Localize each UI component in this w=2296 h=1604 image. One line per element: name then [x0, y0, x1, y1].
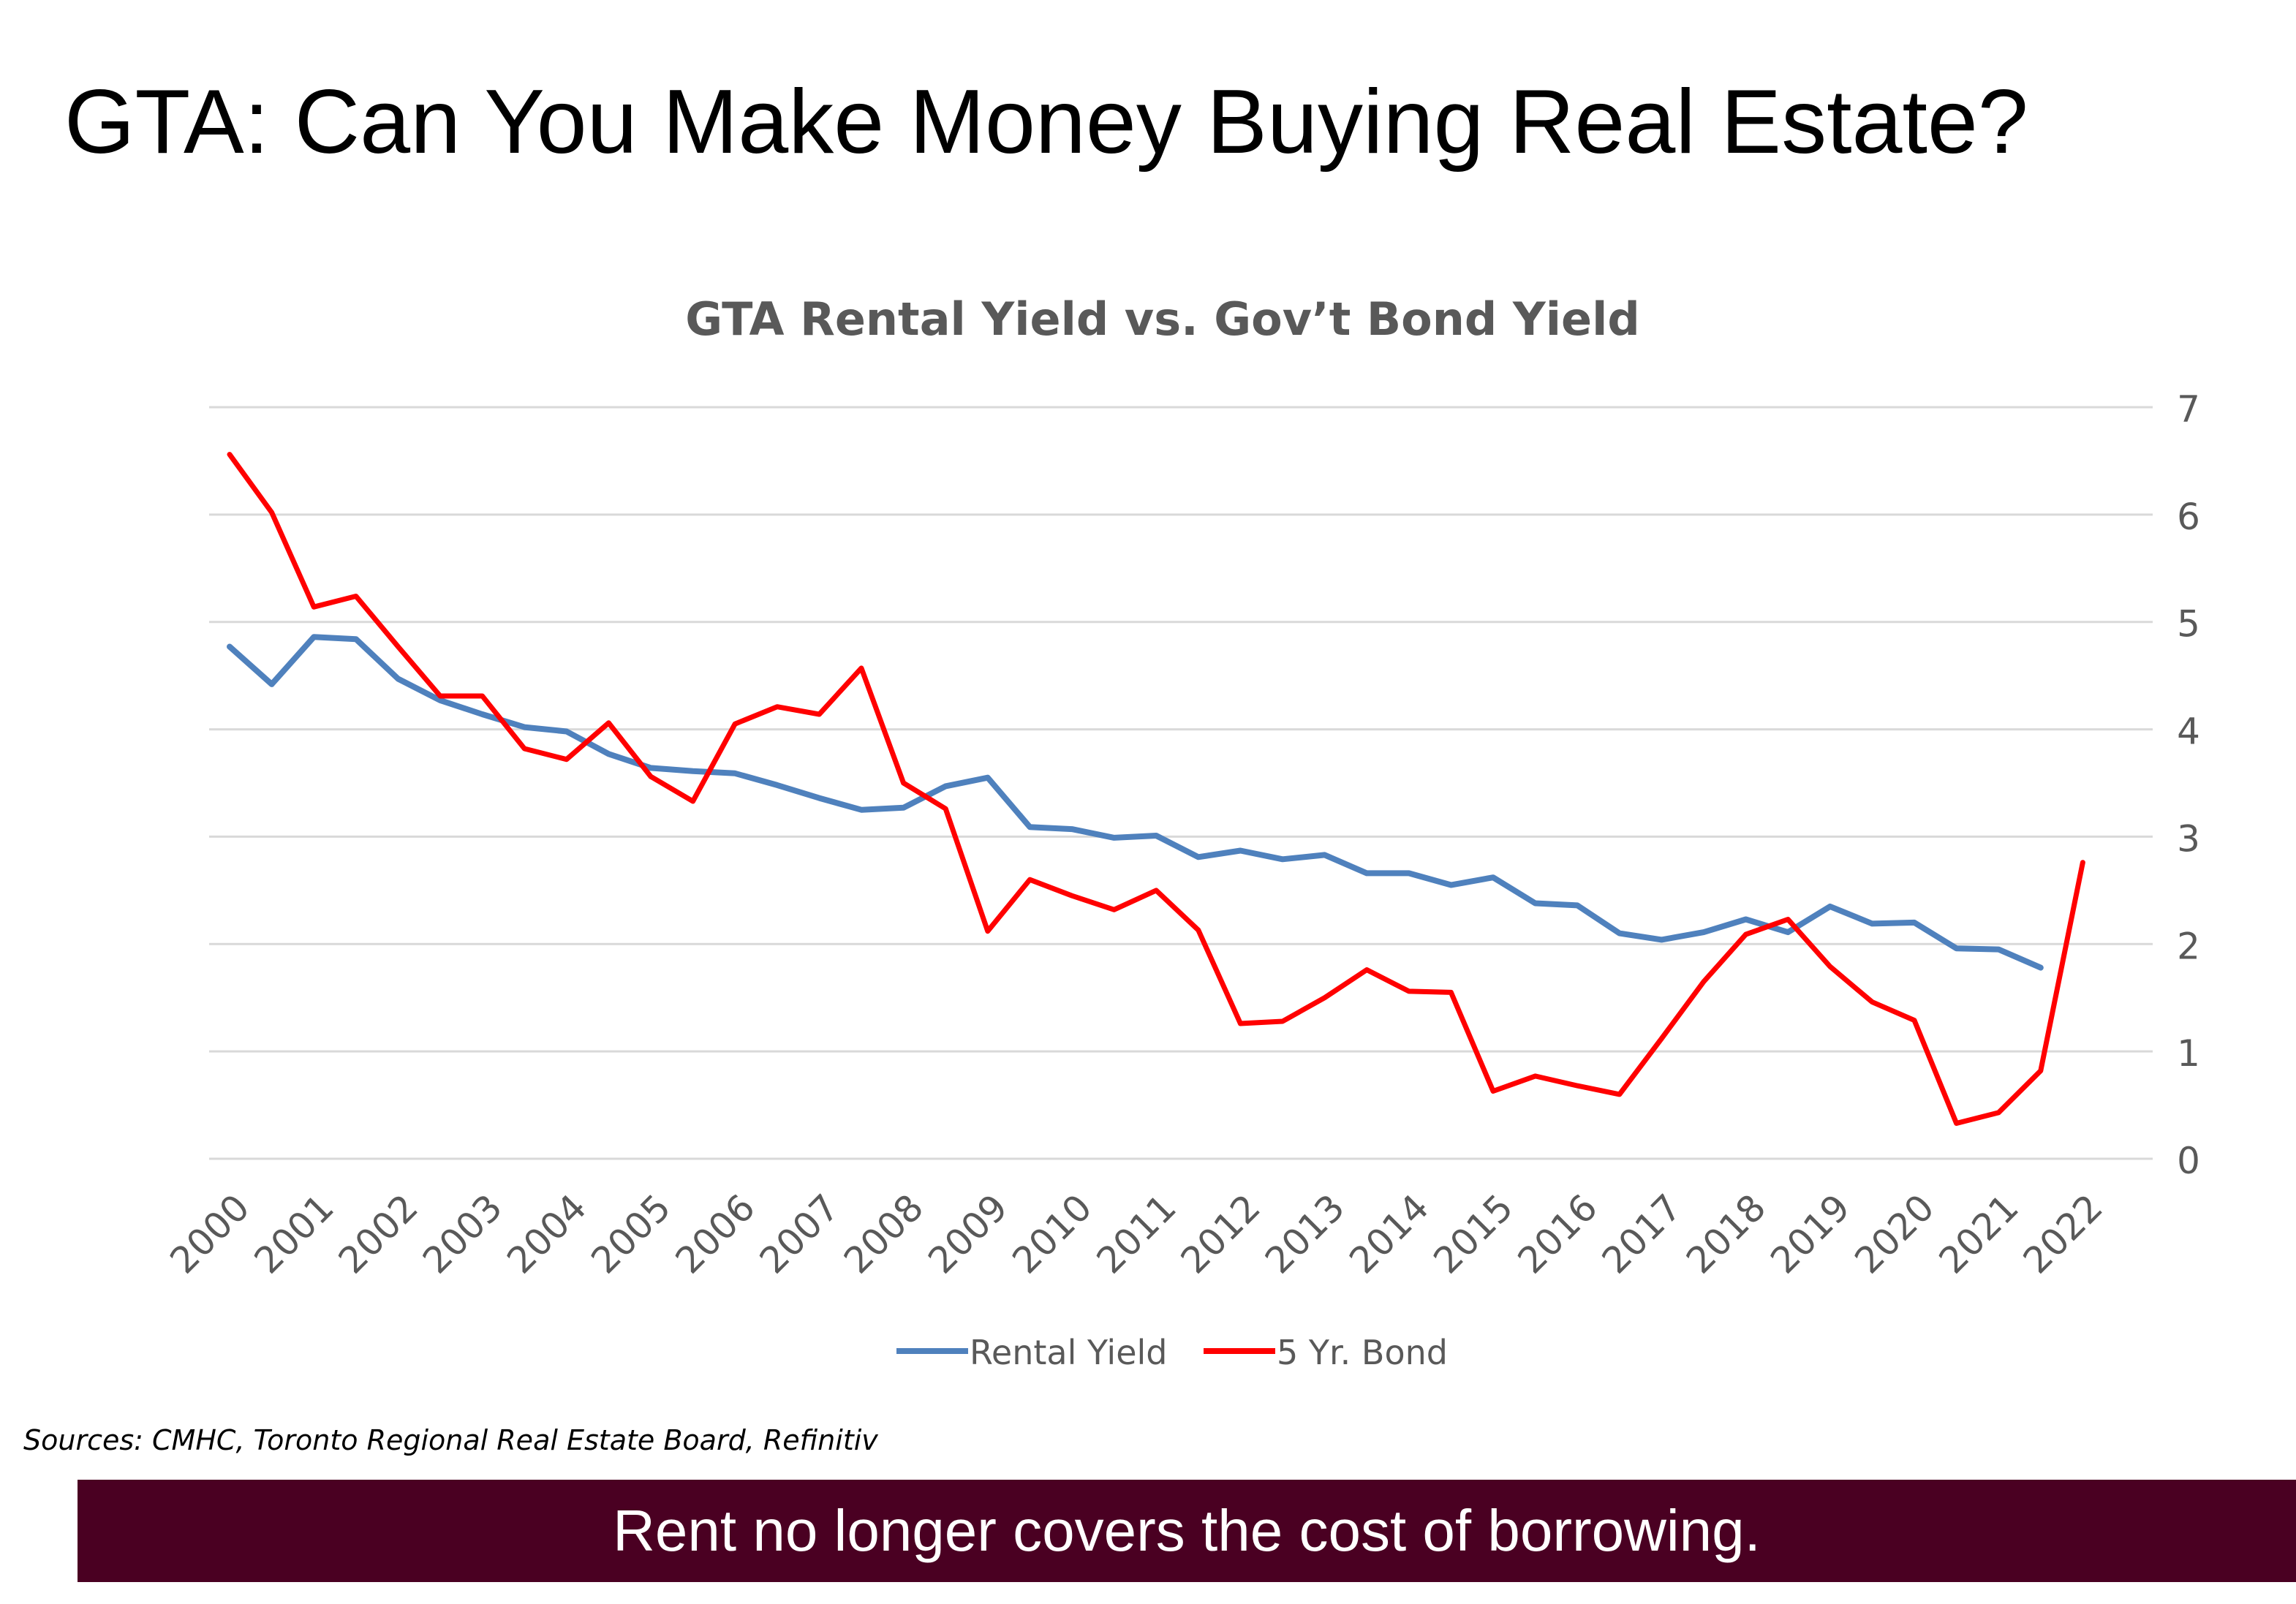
x-tick-label: 2001	[246, 1186, 342, 1282]
x-tick-label: 2018	[1678, 1186, 1774, 1282]
y-tick-label: 3	[2177, 817, 2200, 860]
x-tick-label: 2006	[668, 1186, 763, 1282]
legend-label: 5 Yr. Bond	[1277, 1333, 1448, 1372]
x-tick-label: 2008	[836, 1186, 932, 1282]
x-tick-label: 2009	[920, 1186, 1016, 1282]
x-tick-label: 2002	[331, 1186, 426, 1282]
takeaway-banner: Rent no longer covers the cost of borrow…	[78, 1480, 2296, 1582]
y-tick-label: 0	[2177, 1140, 2200, 1182]
series-line-5-yr-bond	[227, 452, 2085, 1126]
x-tick-label: 2017	[1594, 1186, 1690, 1282]
x-tick-label: 2010	[1004, 1186, 1100, 1282]
y-tick-label: 4	[2177, 711, 2200, 753]
legend: Rental Yield 5 Yr. Bond	[896, 1333, 1448, 1372]
y-tick-label: 5	[2177, 603, 2200, 646]
x-tick-label: 2007	[752, 1186, 847, 1282]
y-tick-label: 7	[2177, 388, 2200, 431]
y-tick-label: 1	[2177, 1032, 2200, 1075]
x-tick-label: 2016	[1510, 1186, 1606, 1282]
x-tick-label: 2019	[1762, 1186, 1858, 1282]
series-lines	[227, 452, 2085, 1126]
x-tick-label: 2000	[162, 1186, 257, 1282]
x-tick-label: 2003	[415, 1186, 510, 1282]
series-line-rental-yield	[227, 634, 2044, 971]
x-tick-label: 2014	[1341, 1186, 1437, 1282]
takeaway-banner-text: Rent no longer covers the cost of borrow…	[613, 1498, 1761, 1563]
x-tick-label: 2004	[499, 1186, 594, 1282]
legend-label: Rental Yield	[970, 1333, 1168, 1372]
source-note: Sources: CMHC, Toronto Regional Real Est…	[23, 1424, 878, 1456]
slide-title: GTA: Can You Make Money Buying Real Esta…	[64, 72, 2028, 173]
x-tick-label: 2021	[1931, 1186, 2027, 1282]
x-tick-label: 2005	[583, 1186, 679, 1282]
x-tick-label: 2022	[2015, 1186, 2111, 1282]
x-axis-ticks: 2000200120022003200420052006200720082009…	[162, 1186, 2110, 1282]
x-tick-label: 2012	[1173, 1186, 1269, 1282]
x-tick-label: 2015	[1425, 1186, 1521, 1282]
gridlines	[209, 406, 2153, 1160]
y-axis-ticks: 0 1 2 3 4 5 6 7	[2177, 388, 2200, 1182]
chart-title: GTA Rental Yield vs. Gov’t Bond Yield	[685, 292, 1639, 346]
x-tick-label: 2011	[1089, 1186, 1185, 1282]
x-tick-label: 2013	[1257, 1186, 1353, 1282]
y-tick-label: 6	[2177, 496, 2200, 538]
x-tick-label: 2020	[1846, 1186, 1942, 1282]
y-tick-label: 2	[2177, 925, 2200, 967]
